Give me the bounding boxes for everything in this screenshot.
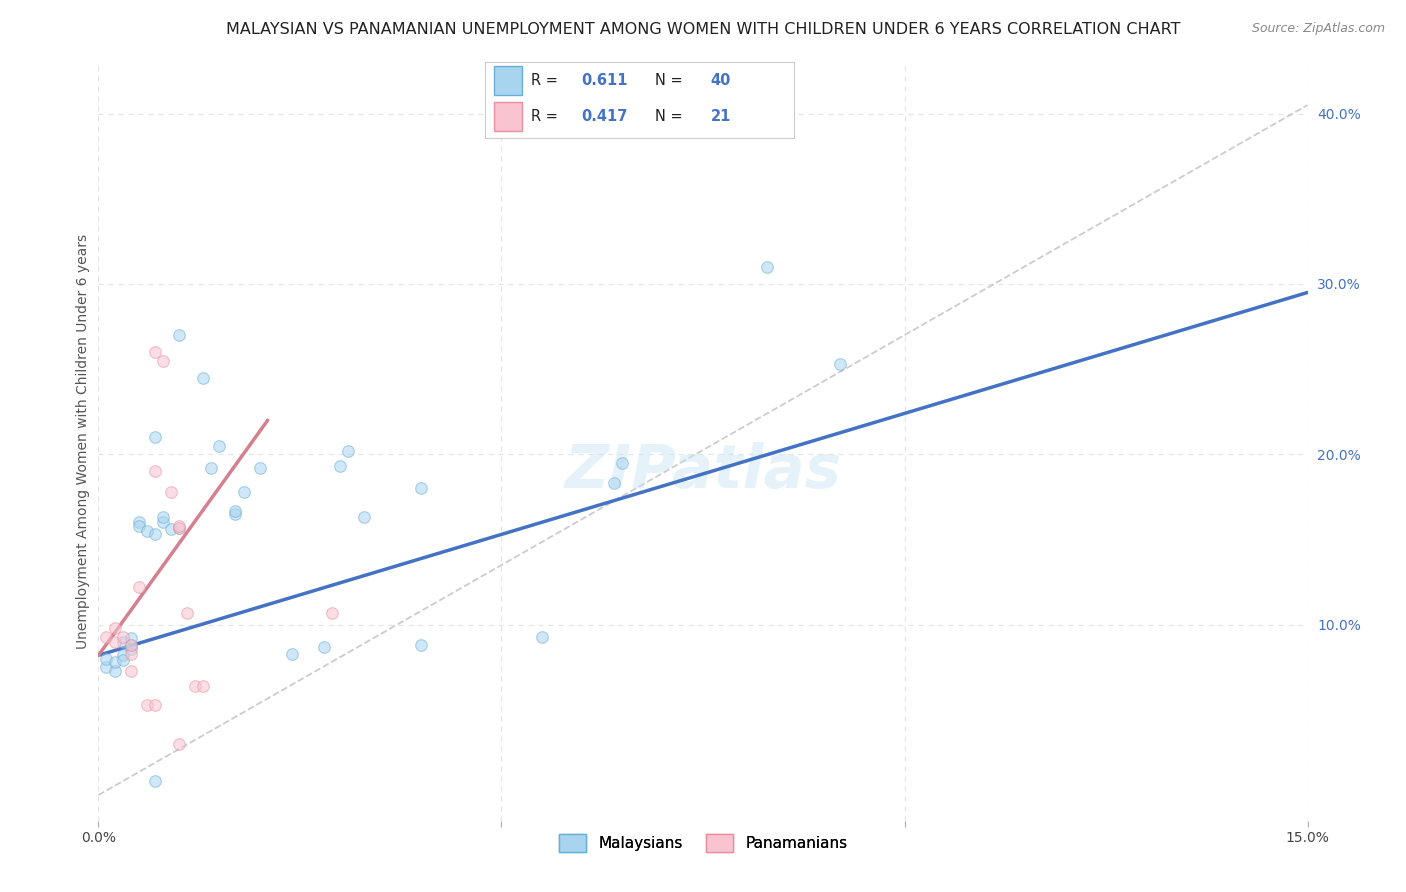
Point: [103, 634, 125, 648]
Point: [184, 679, 207, 693]
Point: [208, 439, 231, 453]
Point: [143, 464, 166, 478]
Point: [152, 510, 174, 524]
Point: [176, 606, 198, 620]
Point: [160, 522, 183, 536]
Point: [103, 664, 125, 678]
Point: [232, 484, 254, 499]
Point: [143, 527, 166, 541]
Point: [756, 260, 779, 274]
Point: [135, 698, 157, 712]
Point: [111, 648, 134, 663]
Point: [96, 652, 118, 666]
Bar: [495, 66, 522, 95]
Text: MALAYSIAN VS PANAMANIAN UNEMPLOYMENT AMONG WOMEN WITH CHILDREN UNDER 6 YEARS COR: MALAYSIAN VS PANAMANIAN UNEMPLOYMENT AMO…: [226, 22, 1180, 37]
Legend: Malaysians, Panamanians: Malaysians, Panamanians: [553, 828, 853, 858]
Point: [143, 430, 166, 444]
Point: [409, 482, 432, 496]
Point: [128, 519, 150, 533]
Point: [530, 630, 553, 644]
Point: [224, 507, 246, 521]
Point: [337, 444, 360, 458]
Point: [120, 647, 142, 661]
Point: [193, 370, 215, 384]
Point: [96, 630, 118, 644]
Point: [111, 630, 134, 644]
Point: [314, 640, 336, 654]
Point: [828, 357, 851, 371]
Point: [167, 328, 190, 343]
Point: [103, 621, 125, 635]
Point: [96, 660, 118, 674]
Text: ZIPatlas: ZIPatlas: [564, 442, 842, 501]
Point: [120, 641, 142, 656]
Point: [281, 647, 304, 661]
Point: [167, 737, 190, 751]
Point: [103, 655, 125, 669]
Point: [603, 476, 626, 491]
Point: [111, 634, 134, 648]
Point: [167, 520, 190, 534]
Y-axis label: Unemployment Among Women with Children Under 6 years: Unemployment Among Women with Children U…: [76, 234, 90, 649]
Text: N =: N =: [655, 73, 688, 88]
Point: [200, 461, 222, 475]
Text: 40: 40: [711, 73, 731, 88]
Text: 0.417: 0.417: [581, 109, 627, 124]
Point: [612, 456, 634, 470]
Point: [249, 461, 271, 475]
Bar: [495, 102, 522, 130]
Text: N =: N =: [655, 109, 688, 124]
Point: [329, 459, 352, 474]
Point: [120, 632, 142, 646]
Point: [167, 520, 190, 534]
Point: [409, 638, 432, 652]
Point: [353, 510, 375, 524]
Point: [167, 519, 190, 533]
Text: R =: R =: [531, 109, 562, 124]
Point: [152, 516, 174, 530]
Point: [143, 698, 166, 712]
Text: 0.611: 0.611: [581, 73, 627, 88]
Point: [193, 679, 215, 693]
Text: Source: ZipAtlas.com: Source: ZipAtlas.com: [1251, 22, 1385, 36]
Point: [120, 638, 142, 652]
Point: [135, 524, 157, 538]
Text: R =: R =: [531, 73, 562, 88]
Point: [143, 774, 166, 789]
Point: [128, 580, 150, 594]
Point: [120, 664, 142, 678]
Point: [160, 484, 183, 499]
Point: [224, 503, 246, 517]
Point: [120, 638, 142, 652]
Point: [321, 606, 343, 620]
Point: [152, 353, 174, 368]
Point: [111, 653, 134, 667]
Point: [143, 345, 166, 359]
Text: 21: 21: [711, 109, 731, 124]
Point: [128, 516, 150, 530]
